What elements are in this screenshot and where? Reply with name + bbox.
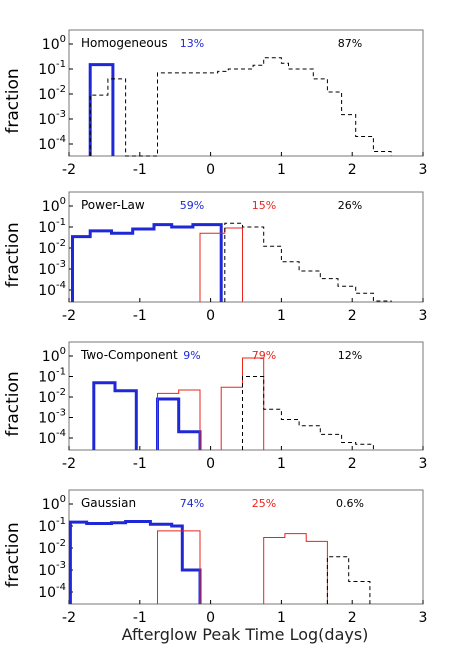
histogram-series: [157, 389, 201, 450]
x-tick-label: -1: [133, 162, 147, 178]
histogram-series: [224, 222, 392, 302]
x-tick-label: -2: [62, 308, 76, 324]
y-tick-label: 10-1: [38, 59, 66, 78]
plot-frame: [68, 191, 424, 303]
x-tick-label: 0: [206, 308, 215, 324]
y-tick-label: 10-1: [38, 217, 66, 236]
x-tick-label: -2: [62, 610, 76, 626]
percentage-label: 79%: [252, 349, 276, 362]
x-tick-label: 2: [348, 610, 357, 626]
x-tick-label: -2: [62, 456, 76, 472]
y-tick-label: 10-4: [38, 582, 66, 601]
panel-title: Gaussian: [81, 496, 136, 510]
x-tick-label: -1: [133, 610, 147, 626]
percentage-label: 87%: [338, 37, 362, 50]
y-axis-label: fraction: [3, 371, 23, 436]
percentage-label: 9%: [183, 349, 200, 362]
histogram-series: [242, 376, 374, 450]
x-tick-label: 2: [348, 162, 357, 178]
panel-title: Two-Component: [80, 348, 178, 362]
x-tick-label: 2: [348, 456, 357, 472]
y-tick-label: 10-3: [38, 109, 66, 128]
plot-frame: [68, 341, 424, 451]
y-tick-label: 10-4: [38, 280, 66, 299]
y-tick-label: 10-4: [38, 428, 66, 447]
x-axis-label: Afterglow Peak Time Log(days): [122, 625, 369, 644]
histogram-series: [92, 381, 138, 450]
x-tick-label: 1: [277, 162, 286, 178]
percentage-label: 25%: [252, 497, 276, 510]
percentage-label: 13%: [180, 37, 204, 50]
y-tick-label: 10-2: [38, 84, 66, 103]
y-axis-label: fraction: [3, 222, 23, 287]
y-tick-label: 100: [42, 494, 66, 513]
histogram-series: [157, 530, 201, 604]
y-axis-label: fraction: [3, 68, 23, 133]
histogram-series: [326, 556, 371, 604]
histogram-series: [71, 223, 223, 302]
percentage-label: 26%: [338, 199, 362, 212]
x-tick-label: 3: [419, 308, 428, 324]
percentage-label: 15%: [252, 199, 276, 212]
y-tick-label: 10-4: [38, 134, 66, 153]
histogram-series: [68, 520, 202, 604]
y-tick-label: 100: [42, 346, 66, 365]
x-tick-label: 0: [206, 456, 215, 472]
histogram-series: [220, 357, 265, 450]
x-tick-label: 0: [206, 162, 215, 178]
percentage-label: 0.6%: [336, 497, 364, 510]
plot-frame: [68, 29, 424, 157]
y-tick-label: 10-2: [38, 387, 66, 406]
percentage-label: 59%: [180, 199, 204, 212]
y-tick-label: 100: [42, 196, 66, 215]
histogram-series: [88, 63, 115, 156]
panel-title: Power-Law: [81, 198, 145, 212]
panel-title: Homogeneous: [81, 36, 168, 50]
x-tick-label: 0: [206, 610, 215, 626]
y-tick-label: 10-3: [38, 259, 66, 278]
percentage-label: 12%: [338, 349, 362, 362]
histogram-series: [263, 533, 328, 604]
x-tick-label: -2: [62, 162, 76, 178]
x-tick-label: 3: [419, 610, 428, 626]
x-tick-label: 2: [348, 308, 357, 324]
histogram-series: [89, 57, 392, 157]
y-tick-label: 10-1: [38, 516, 66, 535]
x-tick-label: -1: [133, 456, 147, 472]
y-tick-label: 10-1: [38, 367, 66, 386]
histogram-series: [156, 397, 202, 450]
x-tick-label: 1: [277, 456, 286, 472]
x-tick-label: 1: [277, 308, 286, 324]
x-tick-label: 1: [277, 610, 286, 626]
x-tick-label: -1: [133, 308, 147, 324]
percentage-label: 74%: [180, 497, 204, 510]
y-tick-label: 10-2: [38, 238, 66, 257]
y-axis-label: fraction: [3, 522, 23, 587]
x-tick-label: 3: [419, 456, 428, 472]
y-tick-label: 100: [42, 34, 66, 53]
y-tick-label: 10-3: [38, 560, 66, 579]
x-tick-label: 3: [419, 162, 428, 178]
y-tick-label: 10-2: [38, 538, 66, 557]
y-tick-label: 10-3: [38, 408, 66, 427]
